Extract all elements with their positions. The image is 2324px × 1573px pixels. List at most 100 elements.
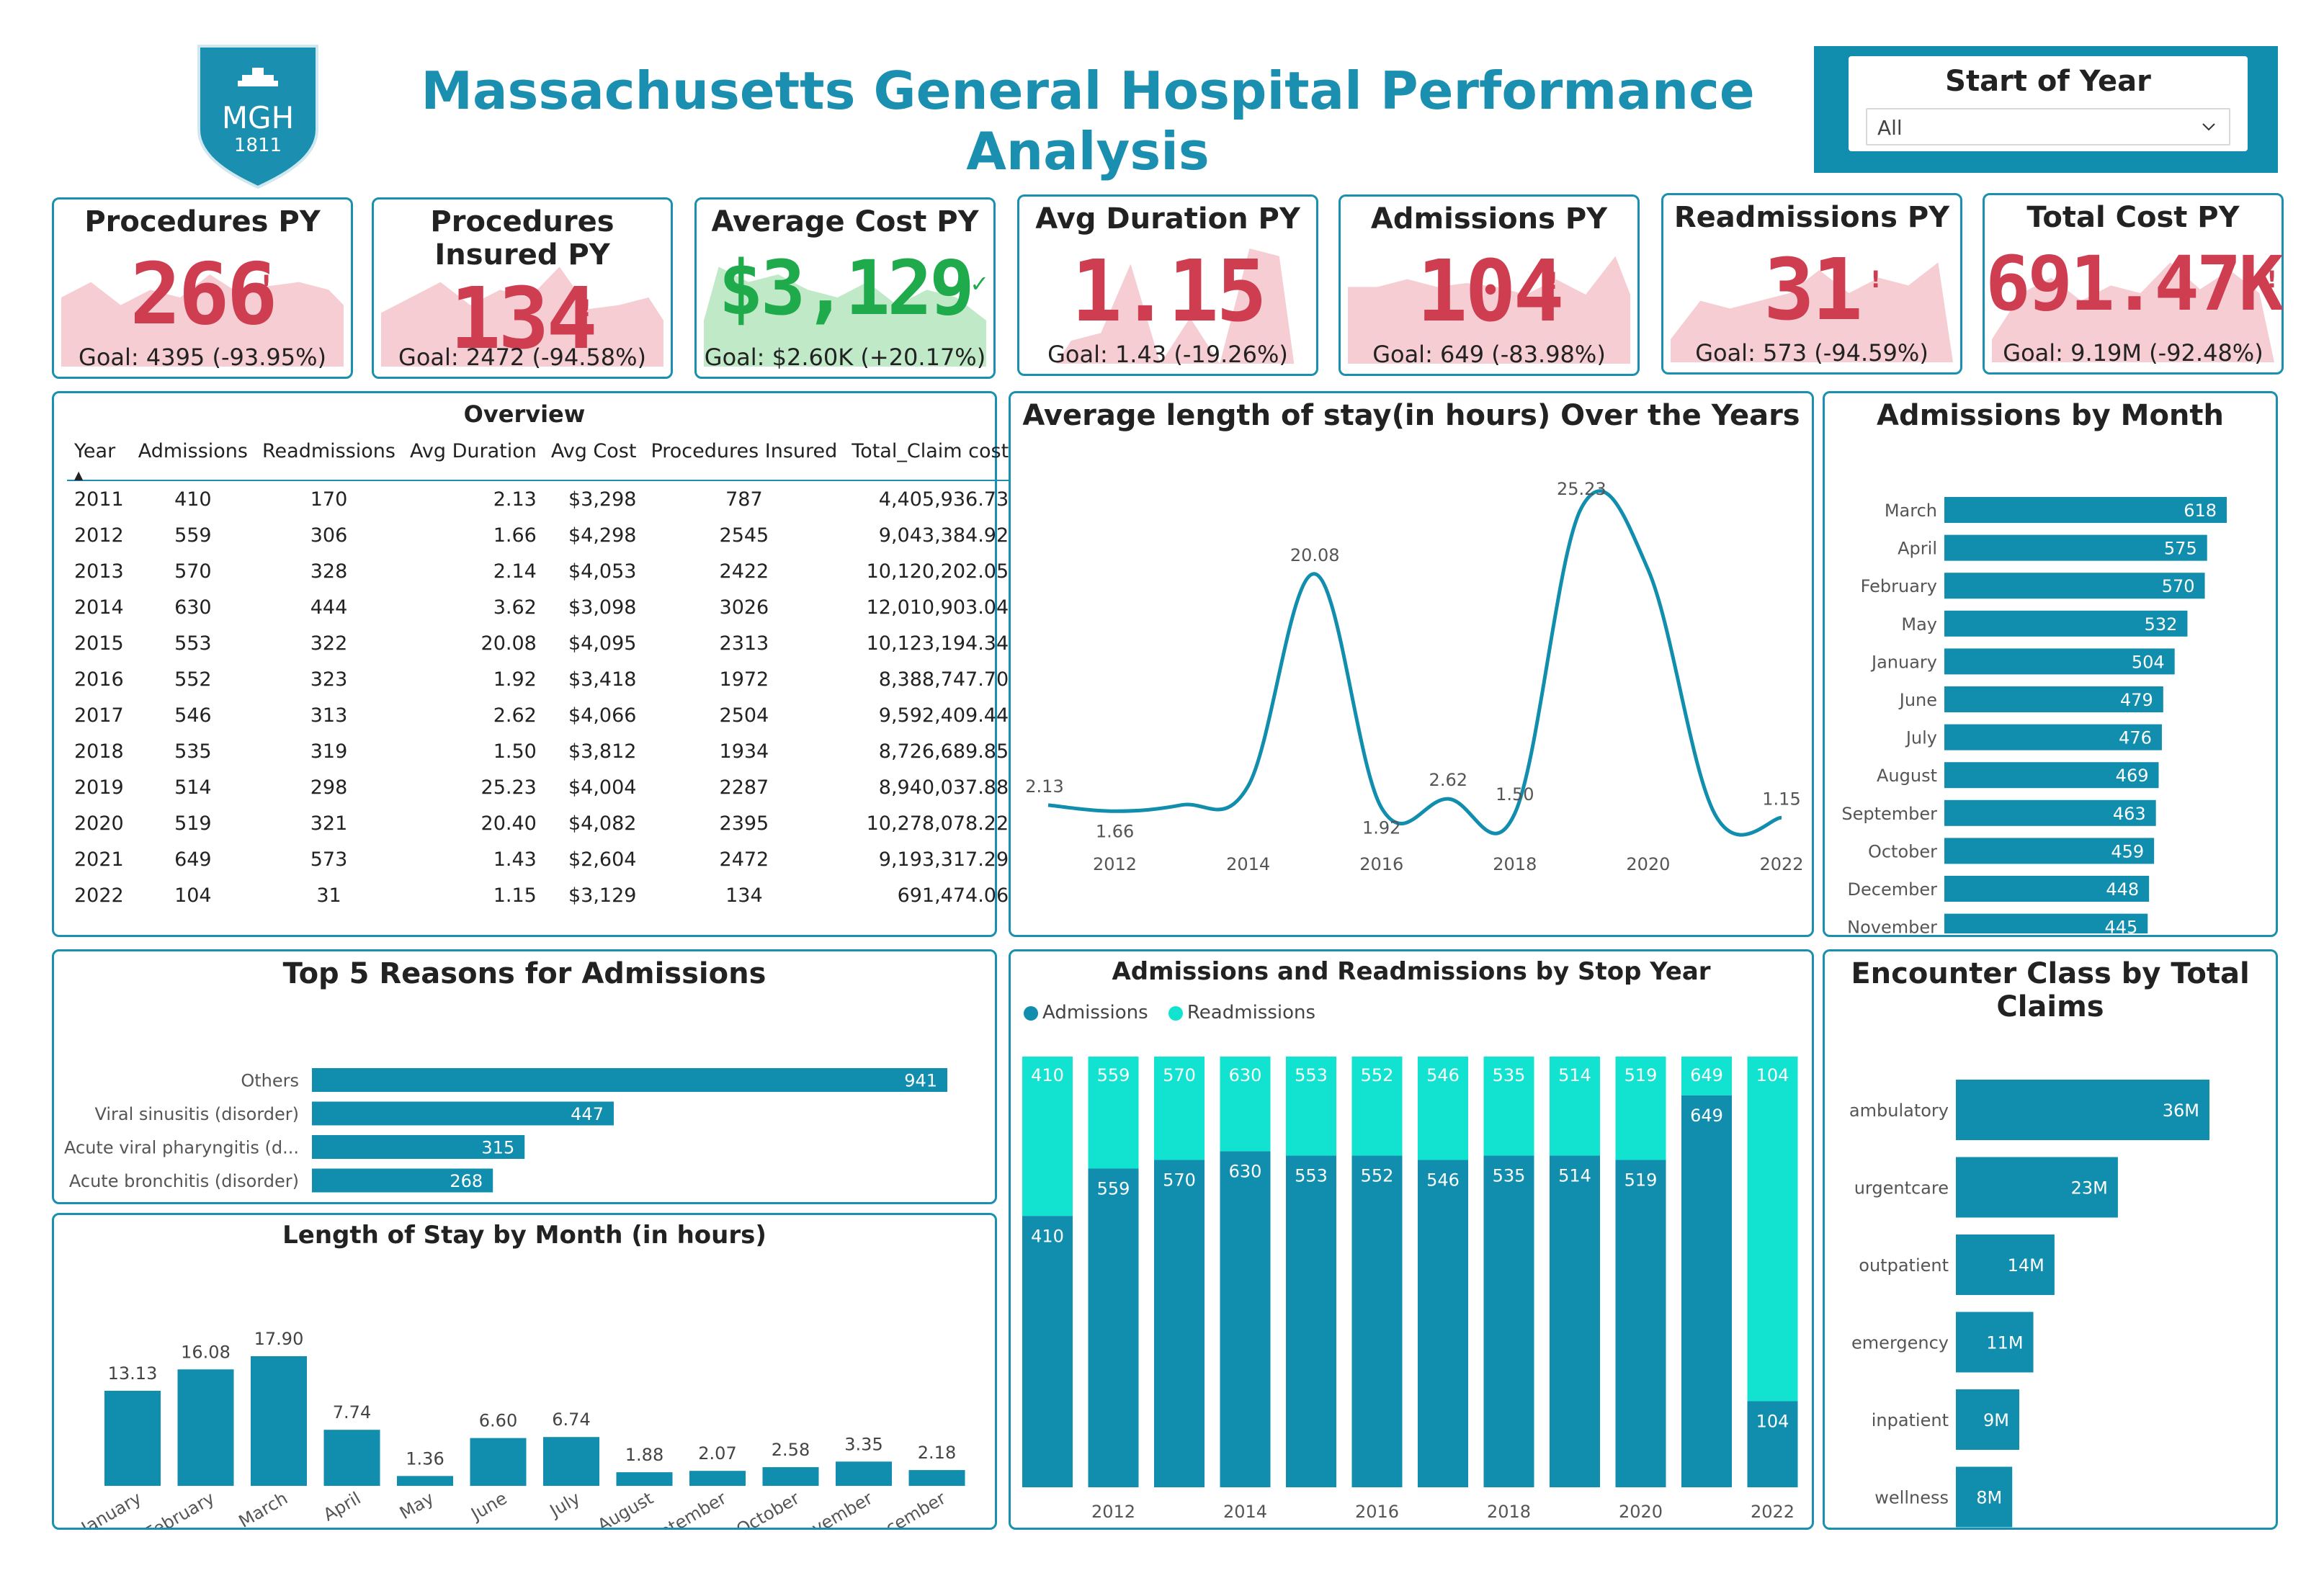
table-row: 2012 559 306 1.66 $4,298 2545 9,043,384.92 [67,517,1016,553]
x-tick-label: January [76,1488,145,1528]
x-tick-label: November [788,1488,876,1528]
kpi-card: Avg Duration PY 1.15! Goal: 1.43 (-19.26%) [1017,194,1318,376]
kpi-goal: Goal: 4395 (-93.95%) [79,344,326,371]
column-header[interactable]: Admissions [130,436,255,481]
page-title: Massachusetts General Hospital Performan… [421,60,1755,182]
bar-value-label: 445 [2104,918,2137,933]
column-header[interactable]: Total_Claim cost [844,436,1016,481]
bar-readmissions [1483,1057,1534,1156]
bar [312,1168,493,1193]
column-header[interactable]: Readmissions [255,436,403,481]
kpi-card: Admissions PY 104! Goal: 649 (-83.98%) [1338,194,1640,376]
table-cell: 2016 [74,668,124,691]
table-cell: 323 [310,668,348,691]
table-cell: 1934 [719,740,769,763]
bar [836,1461,892,1486]
legend-admissions[interactable]: Admissions [1024,1002,1148,1023]
bar [1944,610,2188,637]
bar [397,1476,453,1486]
alert-icon: ! [1226,267,1237,295]
bar-readmissions [1747,1057,1798,1402]
kpi-sparkline [1992,262,2274,362]
bar [1944,534,2207,561]
bar-readmissions [1154,1057,1205,1160]
kpi-card: Average Cost PY $3,129 ✓ Goal: $2.60K (+20.… [694,197,996,379]
data-label: 104 [1756,1411,1789,1431]
x-tick-label: 2020 [1626,854,1670,874]
data-label: 16.08 [181,1342,231,1362]
year-slicer: Start of Year All [1814,46,2278,173]
legend-readmissions[interactable]: Readmissions [1168,1002,1315,1023]
bar [908,1470,965,1486]
x-tick-label: July [545,1488,584,1522]
data-label: 649 [1690,1065,1723,1085]
table-cell: 2.14 [493,560,537,583]
table-cell: 2011 [74,488,124,511]
sparkline-area [1348,256,1630,364]
data-label: 552 [1361,1166,1394,1186]
legend-label-readmissions: Readmissions [1186,1002,1316,1023]
table-cell: $2,604 [568,848,637,871]
data-label: 514 [1558,1166,1591,1186]
kpi-goal: Goal: 573 (-94.59%) [1695,339,1929,367]
data-label: 630 [1229,1065,1262,1085]
bar-value-label: 618 [2184,501,2217,521]
data-label: 519 [1624,1065,1658,1085]
bar-value-label: 532 [2145,614,2178,635]
data-label: 514 [1558,1065,1591,1085]
bar [1944,876,2150,902]
legend-dot-admissions [1024,1006,1038,1021]
sort-icon[interactable]: ▲ [74,468,84,482]
table-cell: 3.62 [493,596,537,619]
column-header[interactable]: Year [67,436,131,481]
category-label: October [1868,841,1937,861]
table-cell: 4,405,936.73 [878,488,1009,511]
bar [616,1472,673,1486]
data-label: 570 [1163,1170,1196,1191]
table-cell: 2.62 [493,704,537,727]
category-label: March [1885,501,1937,521]
column-header[interactable]: Avg Cost [543,436,644,481]
table-cell: 3026 [719,596,769,619]
table-cell: 2287 [719,776,769,799]
data-label: 104 [1756,1065,1789,1085]
bar-readmissions [1550,1057,1600,1156]
x-tick-label: 2016 [1355,1502,1399,1522]
table-cell: $3,129 [568,884,637,907]
column-header[interactable]: Procedures Insured [643,436,845,481]
kpi-title: Total Cost PY [2026,201,2240,234]
table-cell: 10,120,202.05 [866,560,1009,583]
column-header[interactable]: Avg Duration [402,436,544,481]
bar-admissions [1154,1160,1205,1487]
table-cell: 519 [174,812,212,835]
table-cell: 649 [174,848,212,871]
category-label: April [1898,539,1937,559]
overview-card: Overview Year Admissions Readmissions Avg D… [52,391,1016,937]
table-cell: 322 [310,632,348,655]
table-cell: 319 [310,740,348,763]
kpi-goal: Goal: 649 (-83.98%) [1372,341,1606,368]
legend: Admissions Readmissions [1024,1002,1315,1023]
data-label: 2.13 [1025,776,1063,797]
bar-value-label: 575 [2164,539,2197,559]
data-label: 570 [1163,1065,1196,1085]
bar-value-label: 459 [2111,841,2144,861]
data-label: 552 [1361,1065,1394,1085]
table-cell: 2395 [719,812,769,835]
data-label: 2.18 [918,1443,956,1463]
kpi-value: $3,129 [718,244,975,332]
los-month-chart: 13.13 January 16.08 February 17.90 March 7.74 A… [76,1329,965,1528]
table-cell: 553 [174,632,212,655]
table-body: 2011 410 170 2.13 $3,298 787 4,405,936.73 2012 5… [67,480,1016,913]
table-cell: 20.40 [481,812,537,835]
table-row: 2019 514 298 25.23 $4,004 2287 8,940,037.88 [67,769,1016,805]
bar-value-label: 504 [2132,652,2165,672]
bar-value-label: 36M [2163,1101,2199,1121]
x-tick-label: 2014 [1226,854,1270,874]
start-year-dropdown[interactable]: All [1866,108,2230,145]
adm-month-chart: March 618 April 575 February 570 May 532 January… [1841,497,2227,933]
kpi-value: 134 [450,269,597,368]
table-cell: 10,278,078.22 [866,812,1009,835]
data-label: 559 [1097,1065,1130,1085]
table-cell: 8,726,689.85 [878,740,1009,763]
